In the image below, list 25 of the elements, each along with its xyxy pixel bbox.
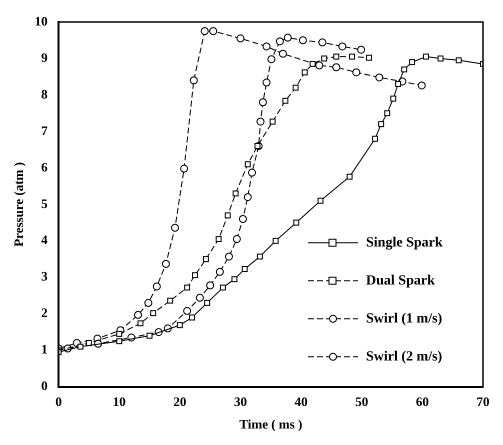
y-tick-label: 7 — [41, 122, 48, 138]
x-axis-title: Time ( ms ) — [239, 416, 302, 432]
y-tick-label: 6 — [41, 159, 48, 174]
y-tick-label: 2 — [41, 305, 48, 320]
x-tick-label: 0 — [55, 394, 62, 409]
legend-label: Dual Spark — [366, 273, 436, 288]
y-tick-label: 5 — [41, 196, 48, 211]
x-tick-label: 50 — [355, 394, 368, 409]
x-tick-label: 10 — [112, 394, 126, 409]
x-tick-label: 30 — [234, 394, 247, 409]
y-tick-label: 9 — [41, 50, 48, 65]
x-tick-label: 20 — [173, 394, 186, 409]
legend-label: Single Spark — [366, 235, 443, 250]
y-tick-label: 3 — [41, 268, 48, 284]
y-tick-label: 10 — [34, 13, 48, 28]
y-axis-title: Pressure (atm ) — [11, 162, 26, 247]
y-tick-label: 1 — [41, 342, 48, 357]
x-tick-label: 40 — [294, 394, 308, 409]
legend-label: Swirl (2 m/s) — [366, 349, 443, 364]
x-tick-label: 70 — [476, 394, 490, 409]
y-tick-label: 4 — [41, 232, 48, 248]
legend-label: Swirl (1 m/s) — [366, 311, 443, 326]
y-tick-label: 0 — [41, 378, 48, 394]
x-tick-label: 60 — [416, 394, 429, 409]
y-tick-label: 8 — [41, 86, 48, 102]
